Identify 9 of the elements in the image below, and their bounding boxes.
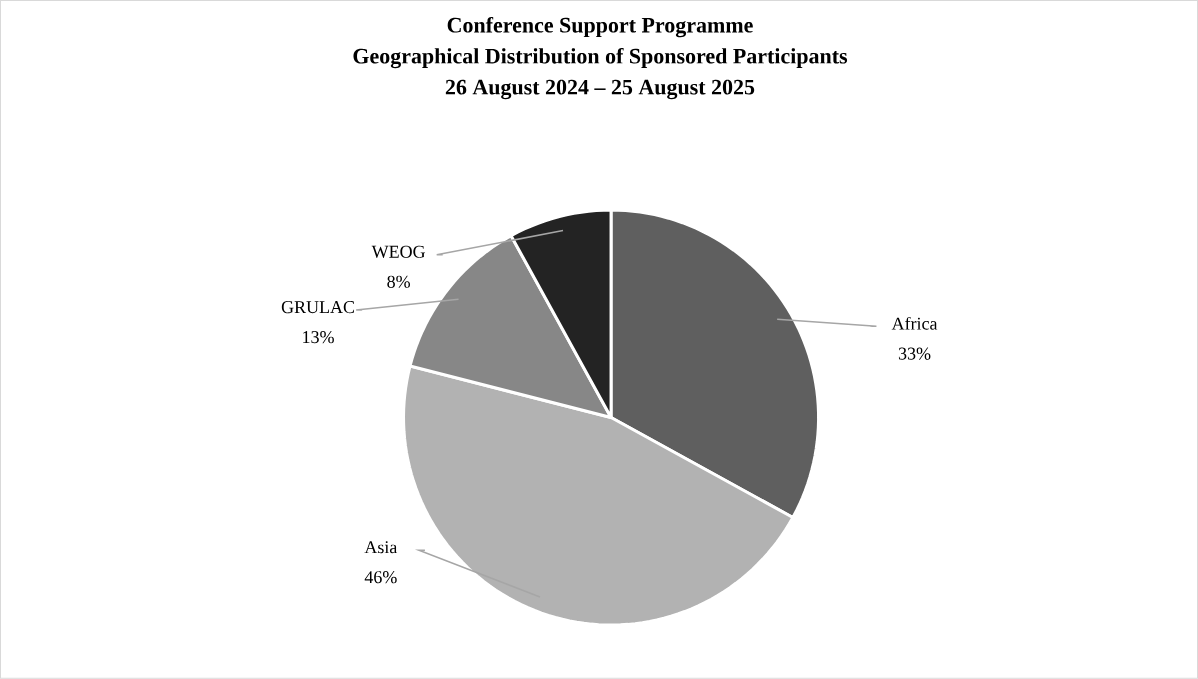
- slice-label: Asia: [364, 541, 398, 554]
- slice-label: Africa: [891, 317, 938, 330]
- slice-label: GRULAC: [281, 301, 354, 314]
- data-label: 8%: [387, 275, 410, 288]
- data-label: 13%: [303, 331, 334, 344]
- slice-label: WEOG: [371, 245, 426, 259]
- chart-title: Conference Support Programme Geographical Distribution of Sponsored Participants 26 August 2024 – 25 August 2025: [353, 17, 848, 100]
- data-label: 33%: [898, 347, 931, 360]
- data-label: 46%: [364, 571, 397, 584]
